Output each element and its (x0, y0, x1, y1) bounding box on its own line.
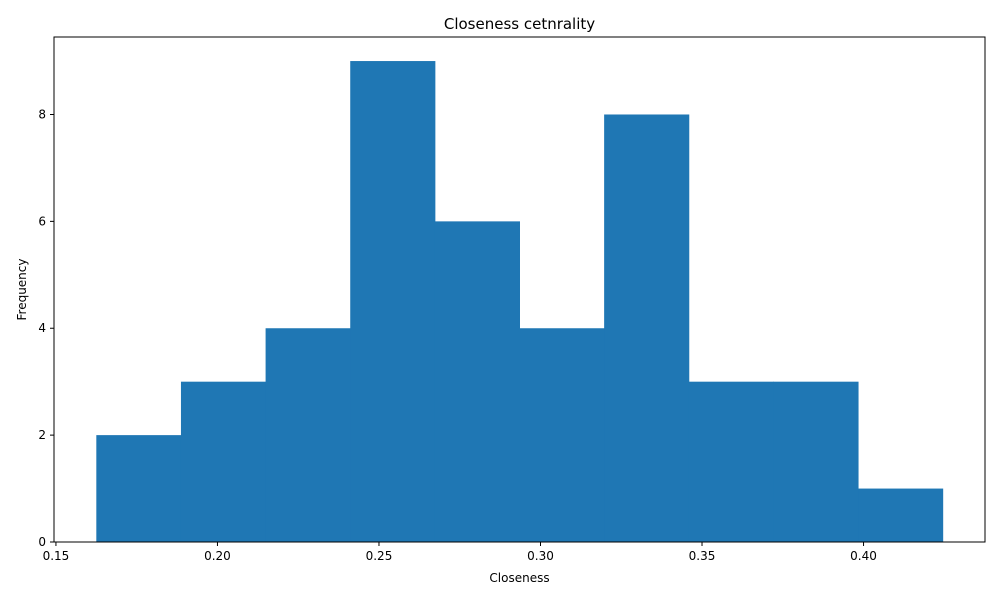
y-tick-label: 8 (38, 107, 46, 121)
histogram-bar (519, 328, 605, 542)
x-axis-label: Closeness (489, 571, 549, 585)
y-axis-label: Frequency (15, 259, 29, 321)
y-tick-label: 0 (38, 535, 46, 549)
y-tick-label: 6 (38, 214, 46, 228)
histogram-bar (773, 381, 859, 542)
histogram-bar (858, 488, 944, 542)
x-tick-label: 0.30 (527, 549, 554, 563)
x-tick-label: 0.35 (689, 549, 716, 563)
chart-title: Closeness cetnrality (444, 15, 595, 33)
histogram-bar (434, 221, 520, 542)
histogram-bar (96, 435, 182, 542)
histogram-bar (350, 61, 436, 543)
x-tick-label: 0.25 (366, 549, 393, 563)
y-tick-label: 4 (38, 321, 46, 335)
bars-layer (96, 61, 944, 543)
histogram-bar (688, 381, 774, 542)
histogram-bar (265, 328, 351, 542)
histogram-bar (180, 381, 267, 542)
y-tick-label: 2 (38, 428, 46, 442)
x-tick-label: 0.40 (850, 549, 877, 563)
y-axis-ticks: 0 2 4 6 8 (38, 107, 54, 549)
plot-frame (53, 36, 986, 543)
histogram-bar (604, 114, 690, 543)
x-tick-label: 0.20 (204, 549, 231, 563)
x-tick-label: 0.15 (43, 549, 70, 563)
x-axis-ticks: 0.15 0.20 0.25 0.30 0.35 0.40 (43, 542, 877, 563)
